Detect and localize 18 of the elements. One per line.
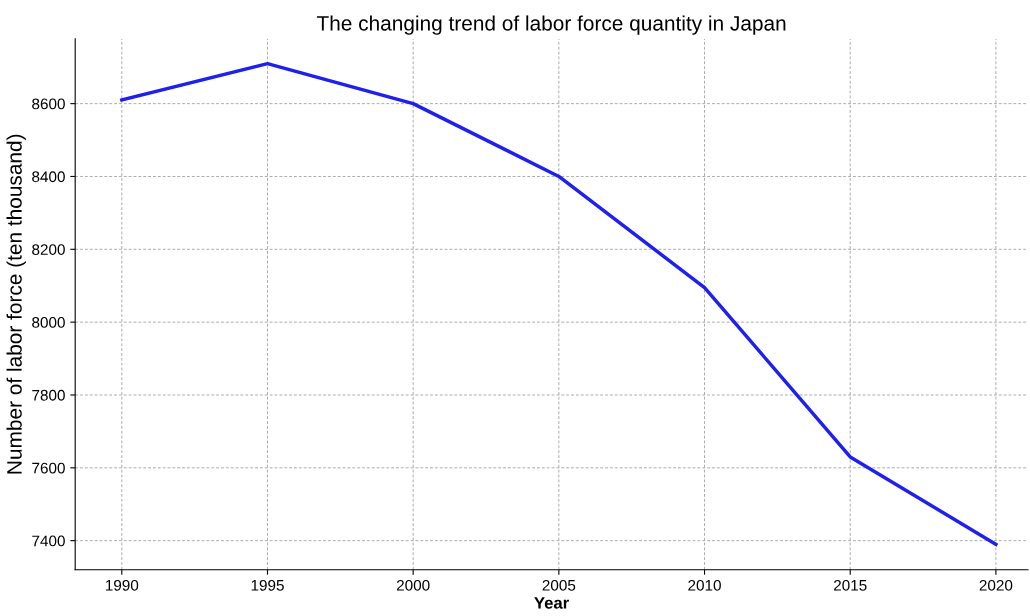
chart-title: The changing trend of labor force quantity in Japan bbox=[316, 15, 786, 35]
line-series bbox=[120, 61, 998, 547]
x-tick-label: 1990 bbox=[105, 579, 139, 591]
x-tick-label: 1995 bbox=[251, 579, 284, 591]
y-tick-label: 7600 bbox=[32, 462, 65, 474]
x-tick-label: 2005 bbox=[542, 579, 576, 591]
x-tick-label: 2020 bbox=[979, 579, 1013, 591]
x-tick-label: 2000 bbox=[396, 579, 430, 591]
x-tick-label: 2015 bbox=[833, 579, 867, 591]
y-tick-label: 8400 bbox=[32, 171, 65, 183]
y-tick-label: 7800 bbox=[32, 389, 65, 401]
y-tick-label: 8200 bbox=[32, 244, 65, 255]
y-axis-title: Number of labor force (ten thousand) bbox=[6, 134, 26, 474]
x-axis-title: Year bbox=[534, 597, 569, 609]
y-tick-label: 8000 bbox=[32, 317, 65, 328]
y-tick-label: 7400 bbox=[32, 535, 65, 547]
x-tick-label: 2010 bbox=[688, 579, 721, 591]
y-tick-label: 8600 bbox=[32, 98, 65, 110]
